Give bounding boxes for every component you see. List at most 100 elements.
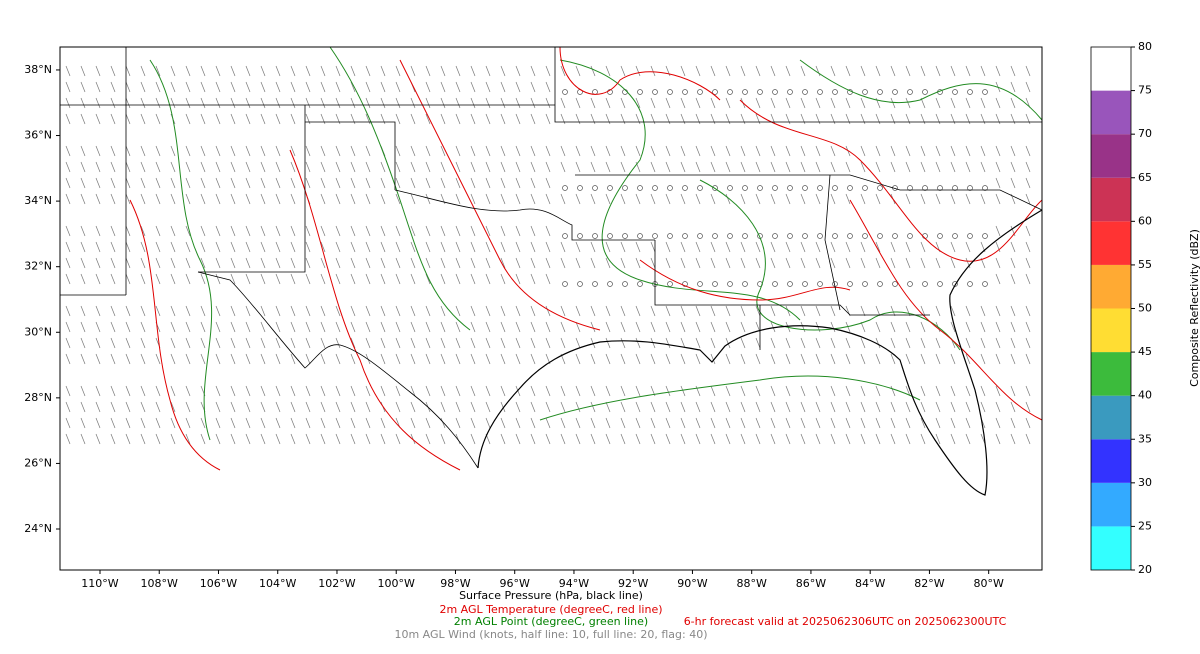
- mexico-border: [197, 271, 479, 469]
- wind-barb: [140, 321, 146, 333]
- calm-wind: [622, 185, 628, 191]
- wind-barb: [350, 337, 356, 349]
- calm-wind: [727, 281, 733, 287]
- calm-wind: [727, 89, 733, 95]
- wind-barb: [965, 241, 971, 253]
- wind-barb: [515, 433, 521, 445]
- wind-barb: [230, 241, 236, 253]
- wind-barb: [170, 81, 176, 93]
- wind-barb: [395, 385, 401, 397]
- wind-barb: [830, 65, 836, 77]
- wind-barb: [830, 433, 836, 445]
- wind-barb: [425, 193, 431, 205]
- wind-barb: [995, 353, 1001, 365]
- wind-barb: [215, 417, 221, 429]
- wind-barb: [365, 97, 371, 109]
- wind-barb: [830, 241, 836, 253]
- wind-barb: [470, 65, 476, 77]
- wind-barb: [230, 177, 236, 189]
- wind-barb: [140, 241, 146, 253]
- wind-barb: [125, 65, 131, 77]
- wind-barb: [185, 321, 191, 333]
- wind-barb: [725, 305, 731, 317]
- wind-barb: [860, 65, 866, 77]
- wind-barb: [995, 225, 1001, 237]
- wind-barb: [245, 433, 251, 445]
- wind-barb: [335, 161, 341, 173]
- wind-barb: [785, 401, 791, 413]
- wind-barb: [275, 241, 281, 253]
- wind-barb: [470, 241, 476, 253]
- wind-barb: [725, 193, 731, 205]
- wind-barb: [320, 337, 326, 349]
- wind-barb: [1025, 225, 1031, 237]
- calm-wind: [607, 281, 613, 287]
- calm-wind: [862, 185, 868, 191]
- wind-barb: [695, 161, 701, 173]
- wind-barb: [680, 257, 686, 269]
- wind-barb: [785, 161, 791, 173]
- wind-barb: [515, 353, 521, 365]
- wind-barb: [485, 353, 491, 365]
- wind-barb: [680, 417, 686, 429]
- wind-barb: [965, 417, 971, 429]
- wind-barb: [635, 65, 641, 77]
- wind-barb: [1010, 257, 1016, 269]
- wind-barb: [515, 145, 521, 157]
- wind-barb: [455, 225, 461, 237]
- wind-barb: [500, 193, 506, 205]
- wind-barb: [260, 273, 266, 285]
- wind-barb: [560, 417, 566, 429]
- wind-barb: [440, 225, 446, 237]
- wind-barb: [185, 353, 191, 365]
- wind-barb: [995, 65, 1001, 77]
- wind-barb: [935, 145, 941, 157]
- wind-barb: [260, 177, 266, 189]
- wind-barb: [155, 401, 161, 413]
- wind-barb: [545, 145, 551, 157]
- wind-barb: [410, 97, 416, 109]
- wind-barb: [680, 161, 686, 173]
- wind-barb: [785, 97, 791, 109]
- wind-barb: [905, 241, 911, 253]
- calm-wind: [952, 233, 958, 239]
- wind-barb: [275, 401, 281, 413]
- wind-barb: [980, 337, 986, 349]
- wind-barb: [260, 65, 266, 77]
- wind-barb: [140, 145, 146, 157]
- wind-barb: [650, 241, 656, 253]
- wind-barb: [65, 417, 71, 429]
- wind-barb: [95, 257, 101, 269]
- x-tick-label: 82°W: [914, 577, 944, 590]
- wind-barb: [95, 81, 101, 93]
- wind-barb: [335, 65, 341, 77]
- wind-barb: [365, 177, 371, 189]
- wind-barb: [95, 161, 101, 173]
- wind-barb: [410, 385, 416, 397]
- wind-barb: [710, 257, 716, 269]
- wind-barb: [680, 353, 686, 365]
- wind-barb: [455, 305, 461, 317]
- wind-barb: [170, 257, 176, 269]
- wind-barb: [470, 321, 476, 333]
- wind-barb: [935, 337, 941, 349]
- wind-barb: [560, 97, 566, 109]
- wind-barb: [320, 97, 326, 109]
- wind-barb: [500, 305, 506, 317]
- wind-barb: [710, 321, 716, 333]
- wind-barb: [470, 161, 476, 173]
- wind-barb: [185, 193, 191, 205]
- wind-barb: [350, 241, 356, 253]
- wind-barb: [695, 305, 701, 317]
- wind-barb: [215, 305, 221, 317]
- wind-barb: [860, 353, 866, 365]
- wind-barb: [260, 241, 266, 253]
- wind-barb: [650, 321, 656, 333]
- wind-barb: [515, 113, 521, 125]
- wind-barb: [1010, 81, 1016, 93]
- wind-barb: [275, 433, 281, 445]
- wind-barb: [920, 401, 926, 413]
- wind-barb: [770, 161, 776, 173]
- calm-wind: [907, 89, 913, 95]
- wind-barb: [515, 241, 521, 253]
